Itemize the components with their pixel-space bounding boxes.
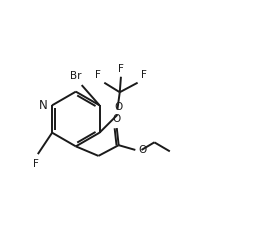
Text: F: F	[33, 159, 39, 169]
Text: F: F	[118, 64, 124, 74]
Text: O: O	[139, 145, 147, 155]
Text: Br: Br	[70, 71, 82, 81]
Text: N: N	[39, 99, 48, 112]
Text: O: O	[113, 114, 121, 124]
Text: F: F	[141, 70, 147, 80]
Text: F: F	[94, 70, 101, 80]
Text: O: O	[115, 101, 123, 111]
